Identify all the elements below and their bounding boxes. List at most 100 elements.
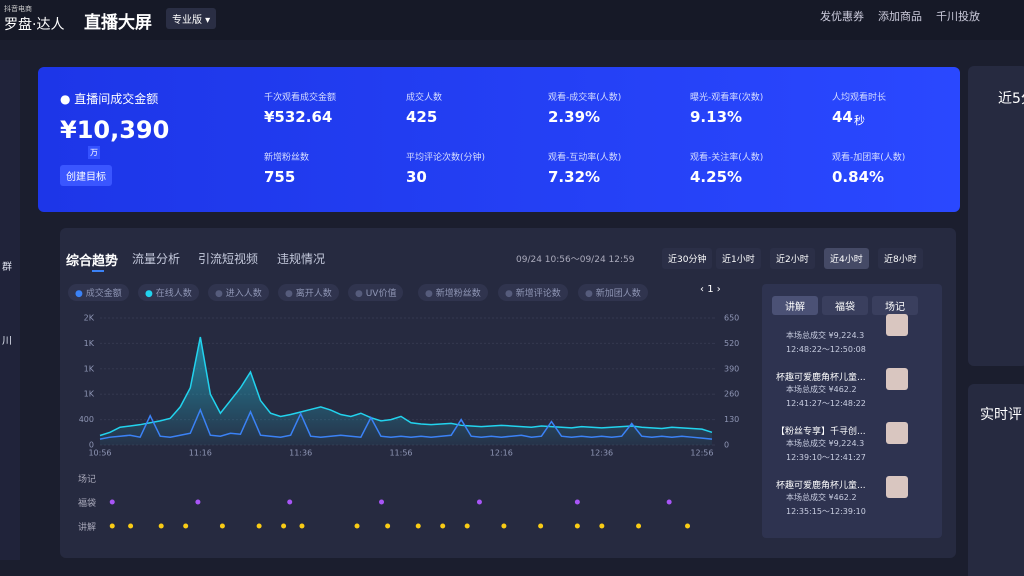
summary-value: ¥10,390 (60, 116, 170, 144)
metric-label: 观看-关注率(人数) (690, 153, 764, 163)
range-button[interactable]: 近4小时 (824, 248, 869, 269)
metric-value: 755 (264, 168, 296, 186)
pager: ‹ 1 › (700, 284, 721, 295)
metric-value: 44 (832, 108, 853, 126)
metric-chip[interactable]: ● 进入人数 (208, 284, 269, 301)
header-action[interactable]: 添加商品 (878, 10, 922, 23)
item-time: 12:35:15～12:39:10 (786, 507, 866, 516)
create-goal-button[interactable]: 创建目标 (60, 165, 112, 186)
event-dot (415, 523, 421, 529)
metric-label: 观看-互动率(人数) (548, 153, 622, 163)
chip-dot: ● (285, 289, 296, 299)
trend-tab[interactable]: 流量分析 (132, 252, 181, 266)
event-row-label: 场记 (78, 475, 97, 485)
trend-tab[interactable]: 引流短视频 (198, 252, 259, 266)
event-dot (158, 523, 164, 529)
metric-value: 30 (406, 168, 427, 186)
event-dot (440, 523, 446, 529)
sidebar-item[interactable]: 群 (2, 262, 12, 273)
series-line (99, 407, 713, 440)
sidebar-item[interactable]: 川 (2, 336, 12, 347)
metric-value: 0.84% (832, 168, 885, 186)
y2-tick-label: 520 (724, 339, 739, 348)
event-dot (666, 499, 672, 505)
edition-badge[interactable]: 专业版 ▾ (166, 8, 217, 29)
chip-label: 进入人数 (225, 289, 262, 299)
y-tick-label: 0 (89, 441, 94, 450)
range-button[interactable]: 近2小时 (770, 248, 815, 269)
trend-chart: 0 400 1K 1K 1K 2K 0 130 260 390 520 650 10:56 11:16 11… (79, 314, 739, 529)
side-card (968, 66, 1024, 366)
detail-panel (762, 284, 942, 538)
event-dot (281, 523, 287, 529)
sidebar (0, 60, 20, 560)
metric-label: 人均观看时长 (832, 93, 887, 103)
event-dot (109, 523, 115, 529)
event-dot (219, 523, 225, 529)
y-tick-label: 1K (84, 364, 95, 373)
metric-chip[interactable]: ● 新增评论数 (498, 284, 568, 301)
header-action[interactable]: 千川投放 (936, 10, 980, 23)
item-amount: 本场总成交 ¥9,224.3 (786, 331, 865, 340)
item-amount: 本场总成交 ¥462.2 (786, 385, 857, 394)
side-card (968, 384, 1024, 576)
event-row-label: 讲解 (78, 523, 97, 533)
x-tick-label: 10:56 (88, 449, 111, 458)
metric-value: ¥532.64 (264, 108, 333, 126)
metric-chip[interactable]: ● 离开人数 (278, 284, 339, 301)
chip-label: UV价值 (365, 289, 397, 299)
item-title: 【粉丝专享】千寻创... (776, 427, 866, 437)
series-line (99, 336, 713, 437)
event-dot (195, 499, 201, 505)
metric-value: 425 (406, 108, 438, 126)
metric-label: 成交人数 (406, 93, 443, 103)
time-range: 09/24 10:56～09/24 12:59 (516, 255, 635, 265)
header-action[interactable]: 发优惠券 (820, 10, 864, 23)
metric-chip[interactable]: ● UV价值 (348, 284, 404, 301)
metric-chip[interactable]: ● 在线人数 (138, 284, 199, 301)
chip-label: 成交金额 (85, 289, 122, 299)
panel-tab[interactable]: 福袋 (822, 296, 868, 315)
panel-tab[interactable]: 讲解 (772, 296, 818, 315)
metric-label: 观看-加团率(人数) (832, 153, 906, 163)
range-button[interactable]: 近1小时 (716, 248, 761, 269)
trend-tab[interactable]: 违规情况 (277, 252, 326, 266)
chip-label: 在线人数 (155, 289, 192, 299)
chip-dot: ● (585, 289, 596, 299)
metric-value: 4.25% (690, 168, 743, 186)
chip-dot: ● (505, 289, 516, 299)
event-dot (128, 523, 134, 529)
range-button[interactable]: 近30分钟 (662, 248, 713, 269)
event-dot (299, 523, 305, 529)
logo: 罗盘·达人 (4, 17, 65, 33)
trend-tab[interactable]: 综合趋势 (66, 254, 119, 269)
header-actions: 发优惠券 添加商品 千川投放 (820, 8, 980, 24)
event-dot (109, 499, 115, 505)
item-thumb (886, 476, 908, 498)
edition: 专业版 (172, 15, 202, 26)
metric-chip[interactable]: ● 成交金额 (68, 284, 129, 301)
y-tick-label: 1K (84, 390, 95, 399)
chip-dot: ● (145, 289, 156, 299)
metric-value: 2.39% (548, 108, 601, 126)
metric-chip[interactable]: ● 新加团人数 (578, 284, 648, 301)
range-button[interactable]: 近8小时 (878, 248, 923, 269)
event-dot (354, 523, 360, 529)
chip-label: 新增粉丝数 (435, 289, 481, 299)
item-thumb (886, 314, 908, 336)
item-thumb (886, 368, 908, 390)
x-tick-label: 11:36 (289, 449, 312, 458)
metric-value: 9.13% (690, 108, 743, 126)
event-dot (183, 523, 189, 529)
metric-value: 7.32% (548, 168, 601, 186)
item-amount: 本场总成交 ¥462.2 (786, 493, 857, 502)
y2-tick-label: 130 (724, 415, 739, 424)
metric-label: 新增粉丝数 (264, 153, 310, 163)
panel-tab[interactable]: 场记 (872, 296, 918, 315)
chip-label: 新增评论数 (515, 289, 561, 299)
event-dot (501, 523, 507, 529)
chip-dot: ● (75, 289, 86, 299)
event-dot (287, 499, 293, 505)
metric-chip[interactable]: ● 新增粉丝数 (418, 284, 488, 301)
x-tick-label: 12:36 (590, 449, 613, 458)
